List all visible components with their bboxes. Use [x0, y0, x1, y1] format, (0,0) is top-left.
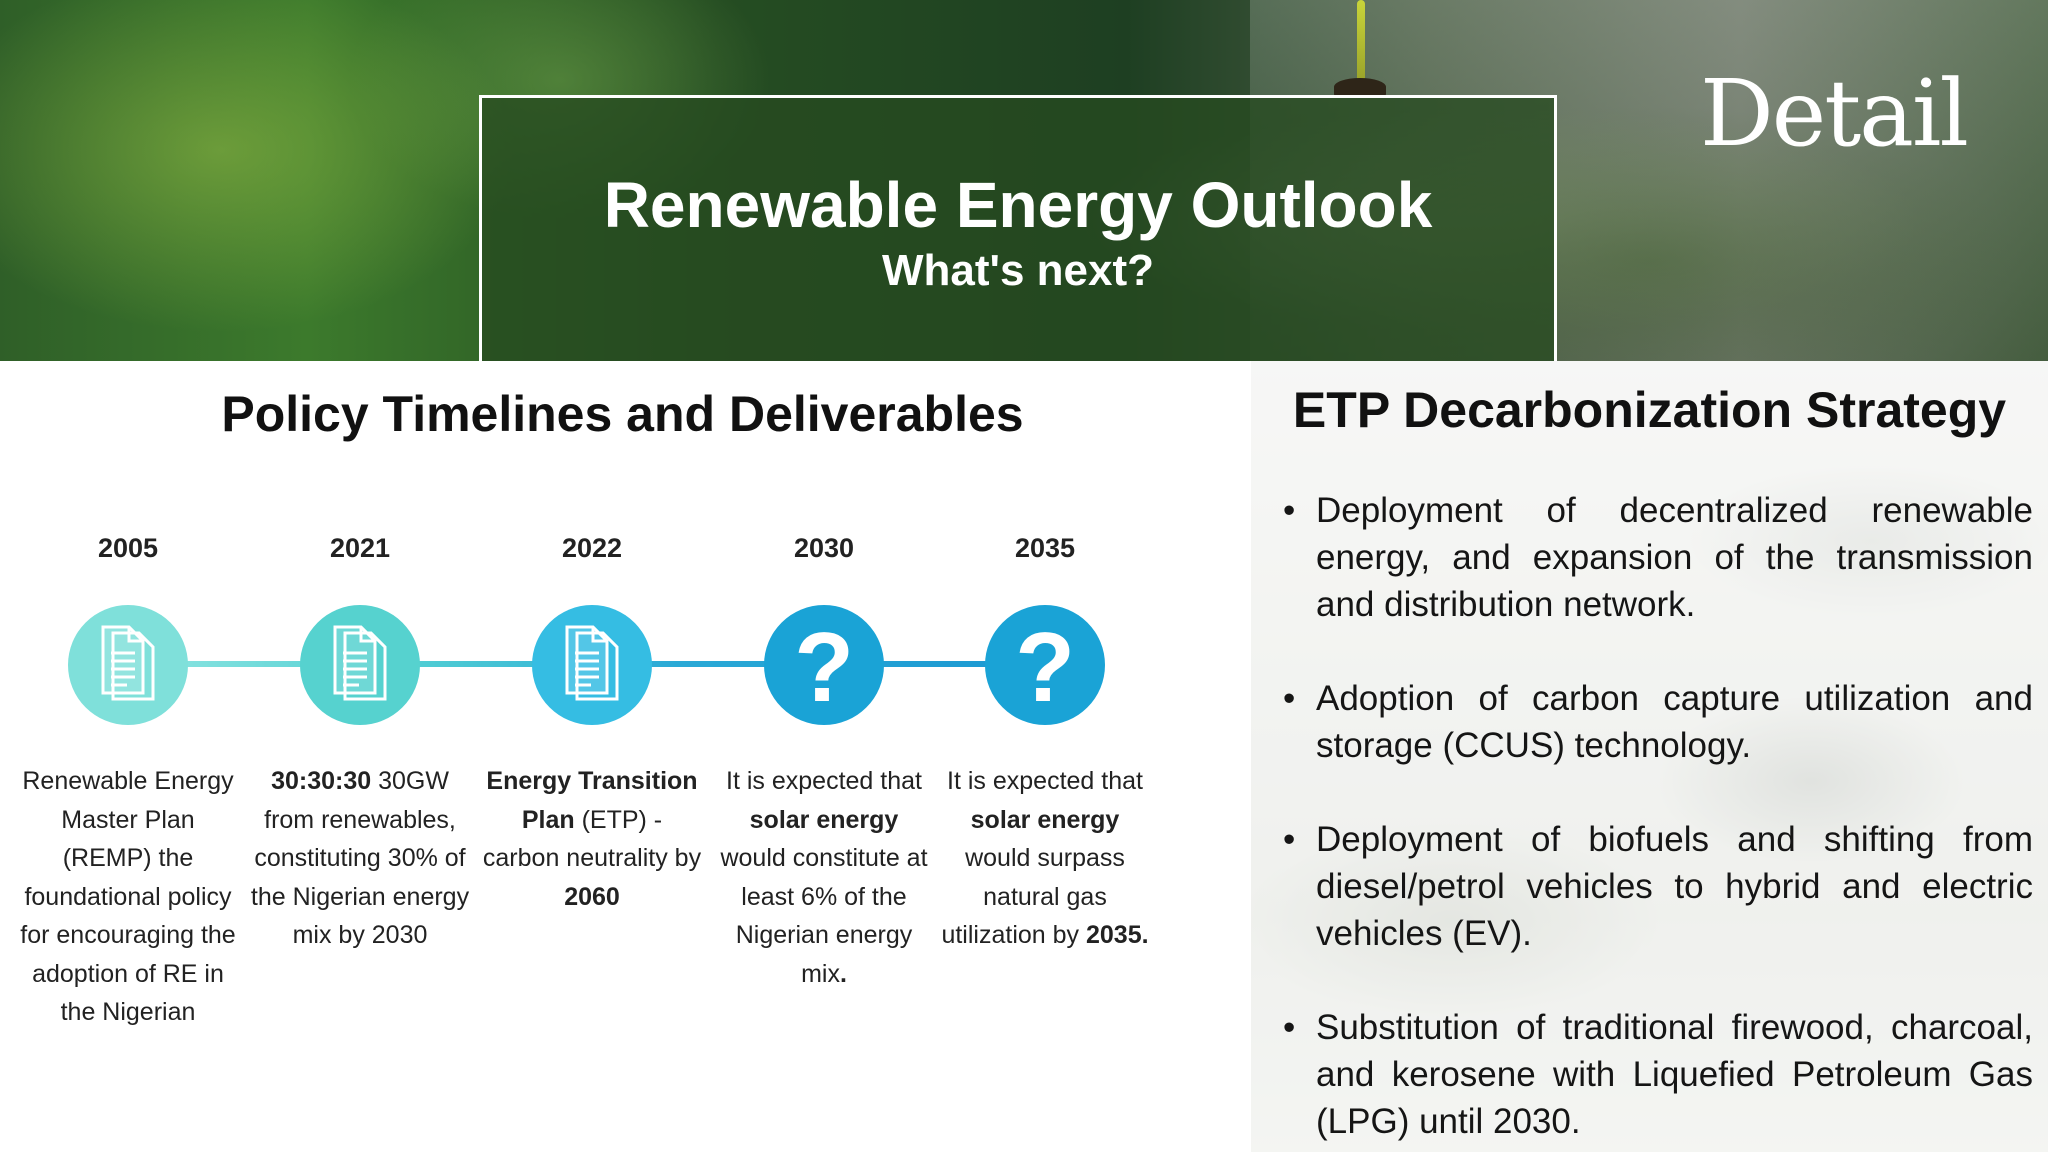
timeline-description: Energy Transition Plan (ETP) - carbon ne… — [482, 762, 702, 916]
description-text: It is expected that — [726, 767, 922, 795]
timeline-node: ? — [985, 605, 1105, 725]
question-icon: ? — [794, 612, 854, 722]
strategy-background-overlay — [1251, 361, 2048, 1152]
timeline-year: 2030 — [793, 533, 855, 563]
document-icon — [333, 625, 387, 701]
description-text: (ETP) - carbon neutrality by — [482, 805, 702, 873]
strategy-panel: ETP Decarbonization Strategy • Deployment… — [1251, 361, 2048, 1152]
document-icon — [101, 625, 155, 701]
description-text: would surpass natural gas utilization by — [941, 844, 1125, 949]
timeline-node: ? — [764, 605, 884, 725]
emphasis-text: 2060 — [564, 882, 620, 911]
timeline-description: It is expected that solar energy would c… — [714, 762, 934, 993]
description-text: It is expected that — [947, 767, 1143, 795]
timeline-title: Policy Timelines and Deliverables — [221, 386, 1024, 442]
description-text: Renewable Energy Master Plan (REMP) the … — [20, 767, 236, 1026]
timeline-description: 30:30:30 30GW from renewables, constitut… — [250, 762, 470, 955]
emphasis-text: solar energy — [970, 805, 1120, 834]
timeline-description: Renewable Energy Master Plan (REMP) the … — [18, 762, 238, 1032]
sprout-soil-image — [1334, 78, 1386, 96]
title-box: Renewable Energy Outlook What's next? — [479, 95, 1557, 361]
bullet-icon: • — [1283, 820, 1296, 859]
timeline-node — [68, 605, 188, 725]
bullet-icon: • — [1283, 1008, 1296, 1047]
timeline-year: 2035 — [1014, 533, 1076, 563]
description-text: would constitute at least 6% of the Nige… — [720, 844, 928, 988]
description-text: 30GW from renewables, constituting 30% o… — [250, 767, 470, 949]
bullet-icon: • — [1283, 679, 1296, 718]
strategy-item-text: Adoption of carbon capture utilization a… — [1316, 679, 2033, 765]
emphasis-text: solar energy — [749, 805, 899, 834]
strategy-item: • Deployment of decentralized renewable e… — [1283, 487, 2033, 628]
bullet-icon: • — [1283, 491, 1296, 530]
brand-logo: Detail — [1700, 60, 1969, 167]
timeline-node — [300, 605, 420, 725]
timeline-node — [532, 605, 652, 725]
strategy-item: • Adoption of carbon capture utilization … — [1283, 675, 2033, 769]
page-title: Renewable Energy Outlook — [603, 169, 1433, 241]
timeline-description: It is expected that solar energy would s… — [935, 762, 1155, 955]
timeline-year: 2021 — [329, 533, 391, 563]
emphasis-text: 30:30:30 — [271, 767, 372, 795]
strategy-item: • Substitution of traditional firewood, c… — [1283, 1004, 2033, 1145]
document-icon — [565, 625, 619, 701]
timeline-year: 2022 — [561, 533, 623, 563]
strategy-title: ETP Decarbonization Strategy — [1292, 382, 2007, 438]
emphasis-text: . — [839, 959, 847, 988]
strategy-item-text: Substitution of traditional firewood, ch… — [1316, 1008, 2033, 1141]
emphasis-text: Energy Transition Plan — [486, 767, 698, 834]
strategy-item: • Deployment of biofuels and shifting fro… — [1283, 816, 2033, 957]
page-subtitle: What's next? — [881, 246, 1155, 295]
strategy-item-text: Deployment of decentralized renewable en… — [1316, 491, 2033, 624]
question-icon: ? — [1015, 612, 1075, 722]
timeline-year: 2005 — [97, 533, 159, 563]
emphasis-text: 2035. — [1085, 921, 1149, 949]
sprout-image — [1357, 0, 1365, 82]
header-banner: Renewable Energy Outlook What's next? De… — [0, 0, 2048, 361]
strategy-item-text: Deployment of biofuels and shifting from… — [1316, 820, 2033, 953]
